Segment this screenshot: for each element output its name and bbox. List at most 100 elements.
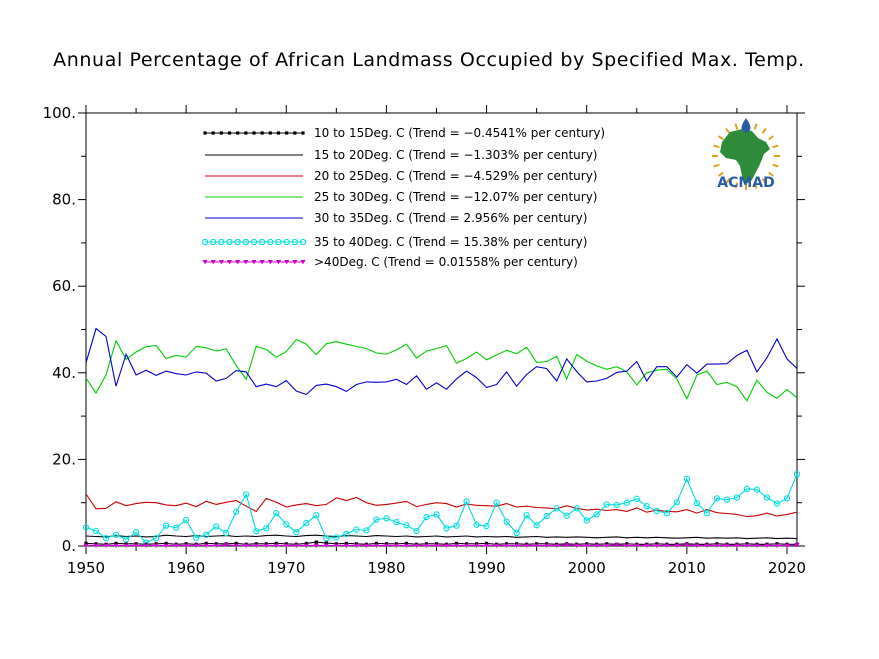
data-point	[172, 524, 180, 531]
data-point	[253, 528, 260, 535]
data-point	[344, 541, 348, 546]
data-point	[454, 541, 459, 546]
data-point	[333, 534, 340, 541]
data-point	[403, 522, 410, 529]
data-point	[323, 543, 329, 548]
data-point	[433, 511, 440, 518]
legend-marker	[260, 131, 264, 135]
legend-marker	[236, 131, 240, 135]
data-point	[573, 505, 580, 512]
data-point	[773, 500, 781, 507]
data-point	[92, 527, 100, 534]
data-point	[273, 543, 279, 548]
sun-ray	[713, 144, 720, 149]
legend-marker	[259, 260, 265, 265]
data-point	[204, 541, 208, 546]
data-point	[583, 517, 590, 524]
legend-marker	[252, 131, 256, 135]
data-point	[82, 524, 90, 531]
data-point	[223, 529, 230, 537]
series-line-5	[85, 327, 798, 396]
data-point	[483, 522, 490, 530]
data-point	[173, 543, 179, 548]
data-point	[303, 519, 310, 527]
data-point	[594, 543, 600, 548]
legend-marker	[267, 238, 274, 246]
data-point	[163, 543, 169, 548]
sun-ray	[725, 127, 731, 134]
sun-ray	[772, 144, 779, 149]
data-point	[453, 543, 460, 548]
data-point	[623, 499, 630, 506]
sun-ray	[717, 135, 724, 141]
data-point	[152, 535, 160, 542]
data-point	[323, 535, 330, 542]
data-point	[123, 543, 129, 548]
legend-marker	[202, 260, 208, 265]
data-point	[463, 543, 470, 548]
data-point	[614, 543, 620, 548]
data-point	[644, 543, 650, 548]
data-point	[653, 507, 660, 515]
data-point	[674, 543, 680, 548]
series-layer	[82, 327, 801, 548]
legend-marker	[210, 260, 216, 265]
legend-marker	[291, 238, 298, 246]
data-point	[673, 499, 680, 506]
legend-label: 15 to 20Deg. C (Trend = −1.303% per cent…	[314, 148, 597, 162]
legend-entry-6: 35 to 40Deg. C (Trend = 15.38% per centu…	[201, 235, 587, 249]
data-point	[433, 543, 440, 548]
data-point	[754, 543, 760, 548]
data-point	[122, 536, 130, 543]
data-point	[133, 543, 139, 548]
data-point	[263, 525, 270, 532]
legend-marker	[218, 238, 225, 246]
data-point	[753, 486, 761, 493]
data-point	[393, 519, 400, 526]
data-point	[793, 470, 801, 478]
data-point	[733, 494, 741, 501]
data-point	[783, 495, 791, 502]
data-point	[554, 543, 560, 548]
legend-marker	[283, 238, 290, 246]
y-tick-label: 0.	[62, 537, 76, 555]
x-tick-label: 1980	[367, 559, 405, 577]
data-point	[523, 512, 530, 519]
legend-marker	[251, 260, 257, 265]
data-point	[514, 543, 520, 548]
data-point	[613, 501, 620, 509]
legend-entry-1: 10 to 15Deg. C (Trend = −0.4541% per cen…	[203, 126, 605, 140]
data-point	[233, 543, 239, 548]
x-tick-label: 2000	[568, 559, 606, 577]
x-tick-label: 1990	[467, 559, 505, 577]
data-point	[624, 543, 630, 548]
data-point	[243, 491, 250, 498]
data-point	[664, 543, 670, 548]
data-point	[524, 543, 530, 548]
data-point	[132, 528, 140, 536]
data-point	[233, 508, 240, 515]
data-point	[513, 529, 520, 537]
series-line-4	[85, 338, 798, 402]
legend-label: 20 to 25Deg. C (Trend = −4.529% per cent…	[314, 169, 597, 183]
data-point	[333, 543, 339, 548]
data-point	[553, 505, 560, 512]
data-point	[604, 543, 610, 548]
data-point	[243, 543, 249, 548]
data-point	[713, 495, 721, 502]
legend-entry-7: >40Deg. C (Trend = 0.01558% per century)	[202, 255, 578, 269]
data-point	[234, 541, 238, 546]
data-point	[694, 543, 700, 548]
data-point	[794, 543, 800, 548]
data-point	[463, 498, 470, 505]
legend-marker	[226, 238, 233, 246]
data-point	[383, 515, 390, 522]
data-point	[343, 530, 350, 538]
data-point	[563, 512, 570, 519]
legend-marker	[300, 260, 306, 265]
data-point	[534, 543, 540, 548]
water-drop-icon	[741, 118, 751, 133]
data-point	[633, 495, 640, 502]
legend-entry-3: 20 to 25Deg. C (Trend = −4.529% per cent…	[205, 169, 597, 183]
data-point	[353, 543, 359, 548]
